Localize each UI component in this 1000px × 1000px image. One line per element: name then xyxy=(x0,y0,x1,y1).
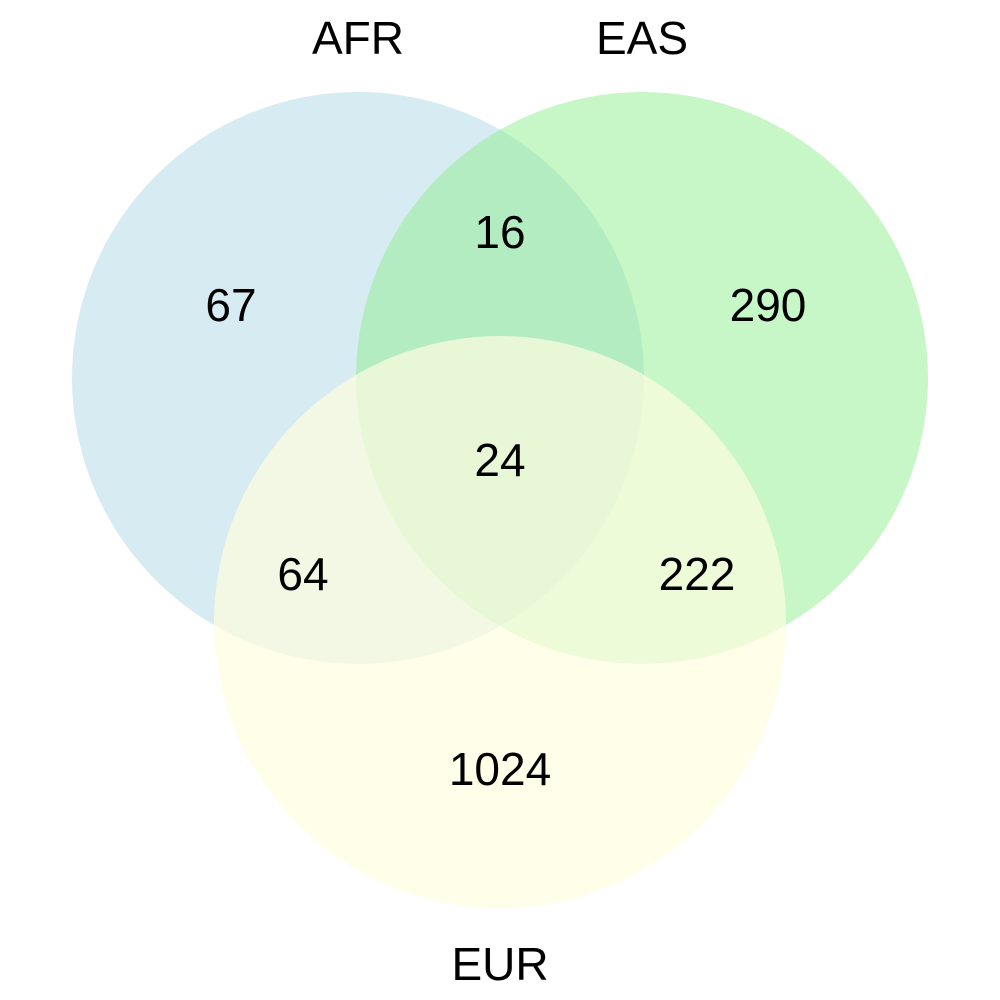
eas-set-label: EAS xyxy=(596,12,688,64)
region-counts: 67 290 16 24 64 222 1024 xyxy=(205,206,806,795)
eas-only-count: 290 xyxy=(730,279,807,331)
set-circles xyxy=(72,92,928,908)
eur-set-label: EUR xyxy=(451,938,548,990)
eur-circle xyxy=(214,336,786,908)
afr-set-label: AFR xyxy=(312,12,404,64)
afr-eas-count: 16 xyxy=(474,206,525,258)
eur-only-count: 1024 xyxy=(449,743,551,795)
eas-eur-count: 222 xyxy=(659,548,736,600)
set-labels: AFR EAS EUR xyxy=(312,12,688,990)
afr-only-count: 67 xyxy=(205,279,256,331)
afr-eur-count: 64 xyxy=(277,548,328,600)
all-sets-count: 24 xyxy=(474,434,525,486)
